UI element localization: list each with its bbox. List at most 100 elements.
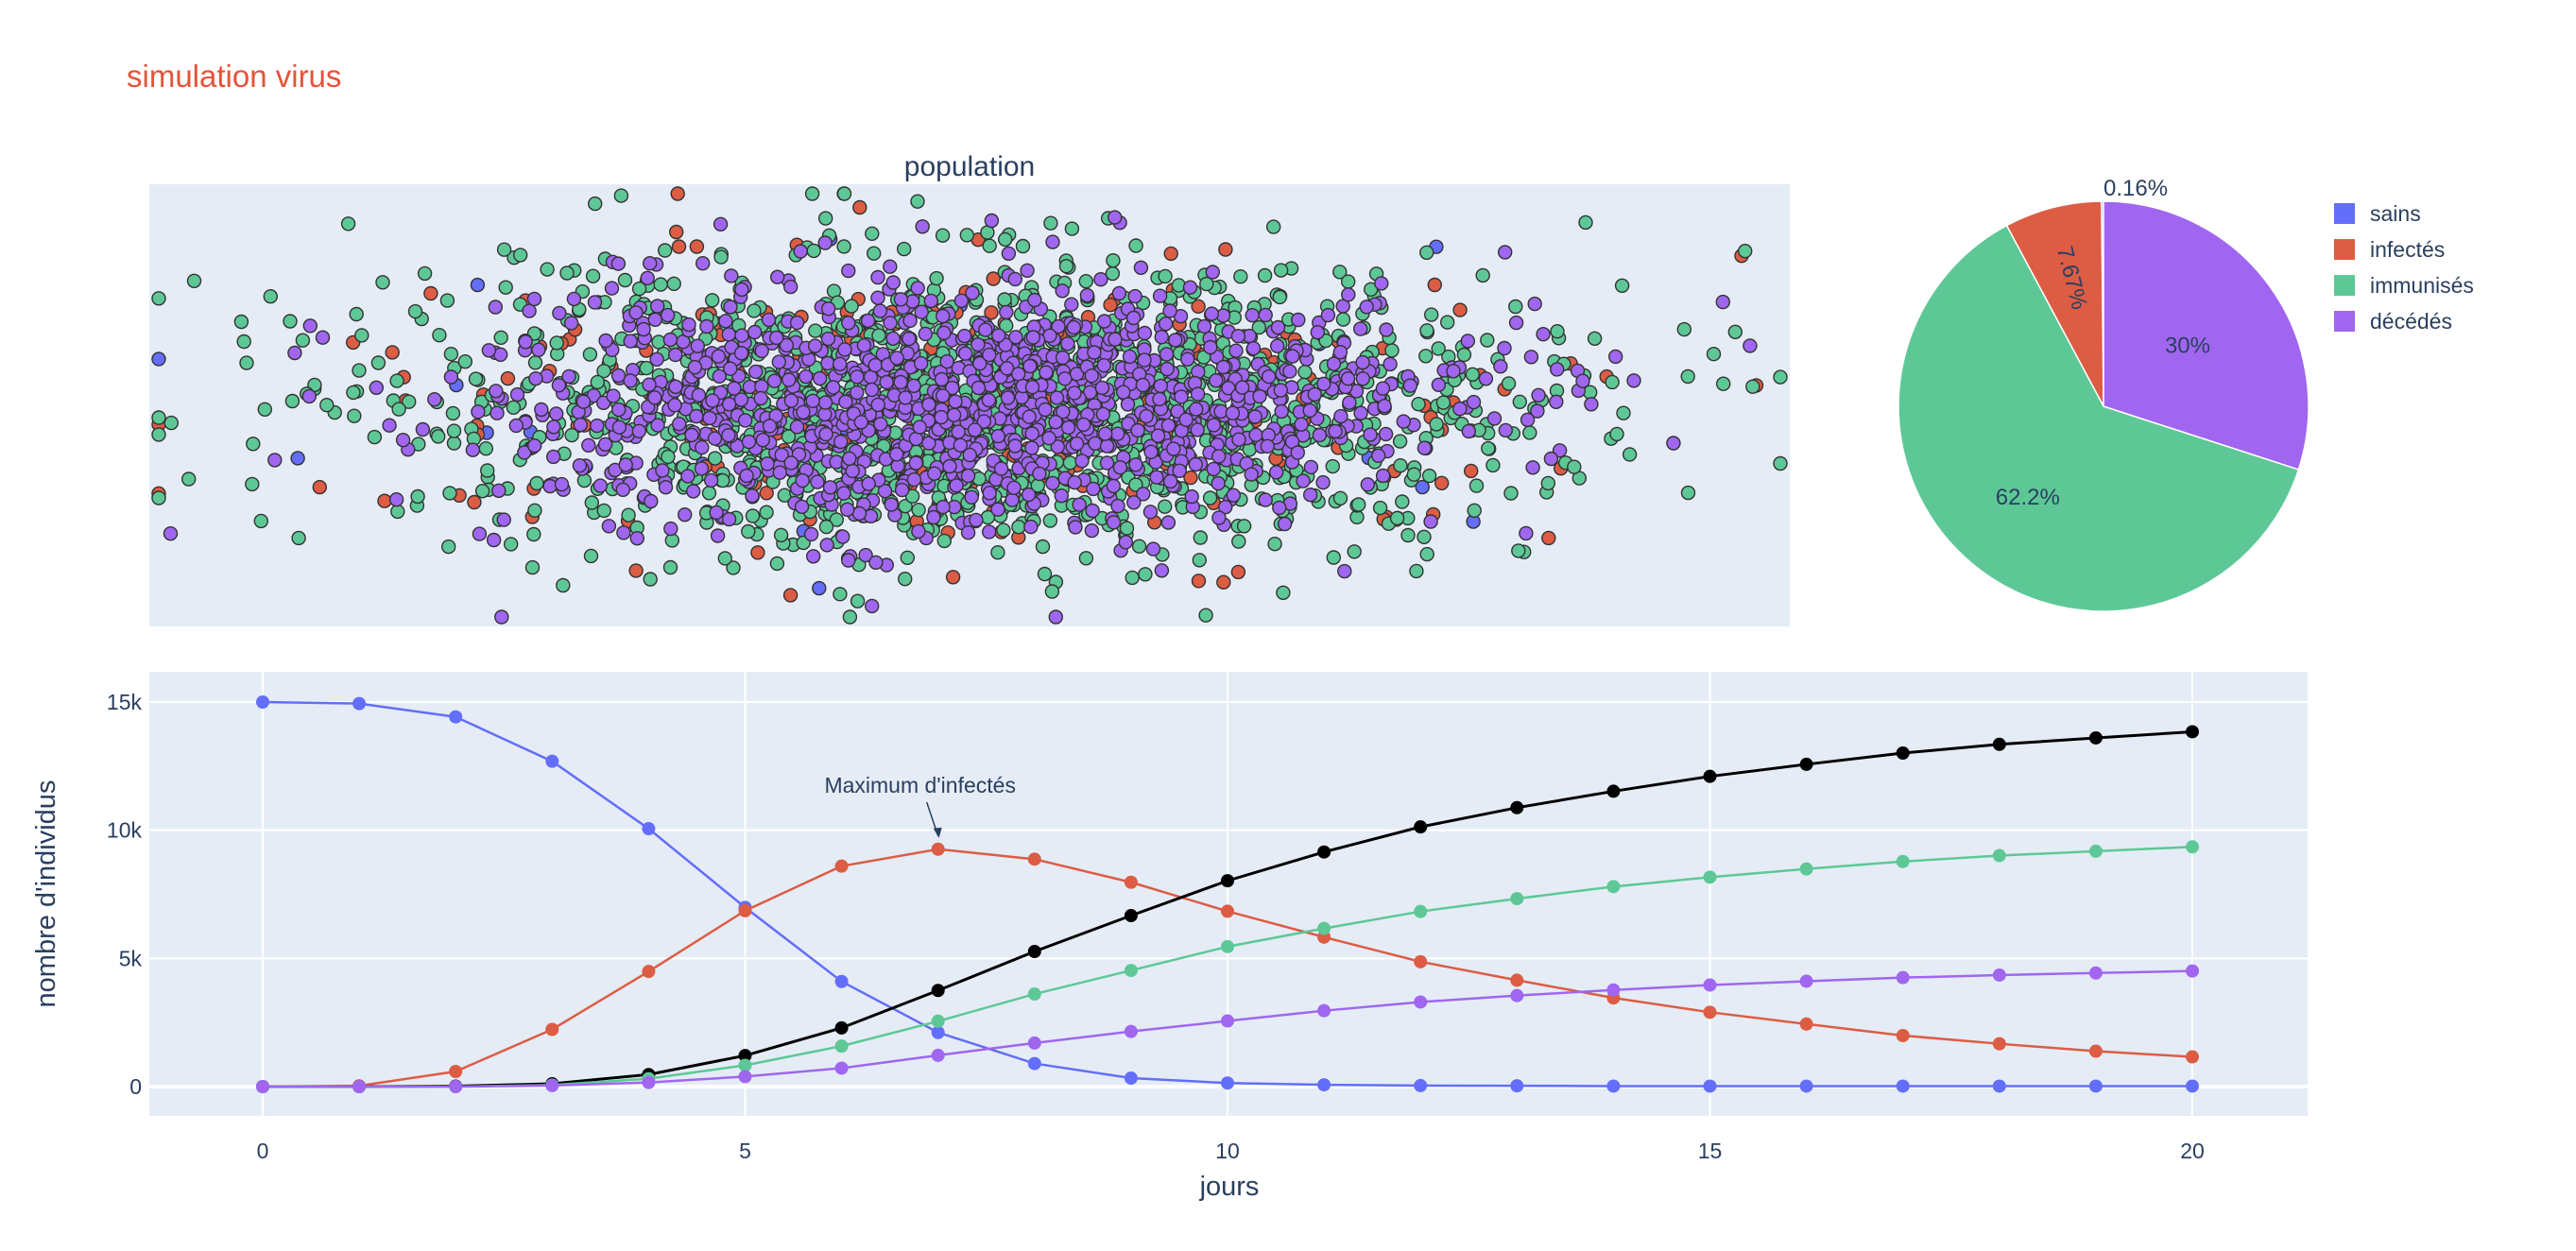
series-marker-decedes [256,1080,269,1093]
scatter-point-decedes [1024,380,1040,395]
series-marker-immunises [1606,880,1621,894]
scatter-point-decedes [860,313,876,329]
legend-swatch-decedes [2334,311,2355,332]
scatter-point-decedes [770,269,785,284]
scatter-point-immunises [1062,455,1078,471]
scatter-point-immunises [865,226,880,242]
scatter-point-decedes [1074,454,1090,469]
scatter-point-decedes [1032,466,1047,482]
scatter-point-decedes [1315,474,1331,490]
scatter-point-sains [470,277,486,293]
scatter-point-decedes [1360,477,1376,492]
series-marker-immunises [1896,854,1910,868]
scatter-point-decedes [754,343,769,359]
scatter-point-decedes [472,526,488,541]
scatter-point-decedes [1139,408,1154,424]
scatter-point-infectes [1463,463,1479,479]
scatter-point-immunises [1395,494,1410,509]
scatter-point-decedes [1024,440,1039,455]
scatter-point-sains [290,451,305,466]
scatter-point-decedes [748,364,764,380]
scatter-point-decedes [713,216,729,232]
scatter-point-decedes [738,413,753,428]
scatter-point-decedes [982,486,997,501]
scatter-point-immunises [295,333,311,348]
scatter-point-decedes [610,256,627,271]
scatter-point-immunises [1257,267,1273,283]
scatter-point-immunises [443,347,459,362]
scatter-point-decedes [1523,350,1539,365]
scatter-point-decedes [1188,456,1204,472]
scatter-point-decedes [1273,383,1289,398]
scatter-point-immunises [1035,539,1051,555]
scatter-point-decedes [818,426,833,442]
scatter-point-decedes [1221,381,1236,396]
scatter-point-decedes [819,538,834,553]
scatter-point-decedes [958,346,973,361]
scatter-point-decedes [640,270,655,285]
scatter-point-decedes [908,455,923,471]
scatter-point-decedes [1122,349,1138,365]
scatter-point-immunises [527,503,542,518]
scatter-point-immunises [904,488,920,504]
scatter-point-decedes [465,442,481,457]
scatter-point-decedes [939,353,954,369]
scatter-point-immunises [936,533,952,549]
series-marker-sains [1799,1079,1813,1093]
scatter-point-immunises [1106,253,1121,268]
scatter-point-decedes [885,331,901,346]
scatter-point-decedes [696,256,711,271]
scatter-point-decedes [1245,341,1262,356]
series-marker-infectes [449,1064,463,1078]
scatter-point-decedes [1666,436,1681,451]
scatter-point-decedes [990,428,1006,444]
scatter-point-decedes [494,609,509,625]
scatter-point-decedes [851,506,867,522]
series-marker-total [1799,757,1813,771]
scatter-point-decedes [1575,373,1590,388]
scatter-point-decedes [1290,445,1306,460]
series-marker-immunises [1221,939,1234,953]
scatter-point-immunises [1078,551,1094,566]
scatter-point-immunises [1480,333,1495,348]
scatter-point-immunises [1198,608,1213,623]
scatter-point-immunises [1567,459,1582,474]
series-marker-immunises [1703,870,1717,884]
scatter-point-decedes [163,526,179,541]
series-marker-sains [1221,1076,1234,1090]
scatter-point-immunises [1419,323,1434,338]
scatter-point-decedes [962,447,978,463]
scatter-point-immunises [661,449,676,465]
scatter-point-infectes [1218,242,1233,257]
scatter-point-decedes [1159,347,1175,362]
scatter-point-decedes [1549,394,1564,409]
scatter-point-immunises [701,486,717,501]
series-marker-decedes [1414,995,1428,1009]
series-marker-immunises [931,1014,945,1028]
scatter-point-decedes [761,312,777,328]
scatter-point-immunises [818,211,833,226]
series-marker-total [1992,737,2006,751]
scatter-point-decedes [912,420,927,435]
scatter-point-decedes [1531,387,1546,403]
scatter-point-decedes [727,381,742,396]
scatter-point-decedes [1126,495,1142,510]
scatter-point-immunises [417,266,433,282]
scatter-point-immunises [1419,546,1434,562]
scatter-point-decedes [369,380,384,395]
scatter-point-decedes [662,332,678,348]
scatter-point-decedes [1211,475,1226,491]
scatter-point-decedes [923,293,938,309]
scatter-point-decedes [822,480,838,495]
scatter-point-decedes [1379,322,1394,337]
scatter-point-decedes [1375,381,1391,396]
scatter-point-immunises [617,272,633,288]
scatter-point-immunises [441,539,456,555]
series-marker-sains [834,974,849,988]
scatter-point-decedes [781,372,797,387]
scatter-point-decedes [382,418,397,433]
scatter-point-decedes [610,368,627,384]
scatter-point-immunises [1411,397,1426,412]
series-marker-sains [1992,1079,2006,1093]
scatter-title: population [904,151,1035,182]
